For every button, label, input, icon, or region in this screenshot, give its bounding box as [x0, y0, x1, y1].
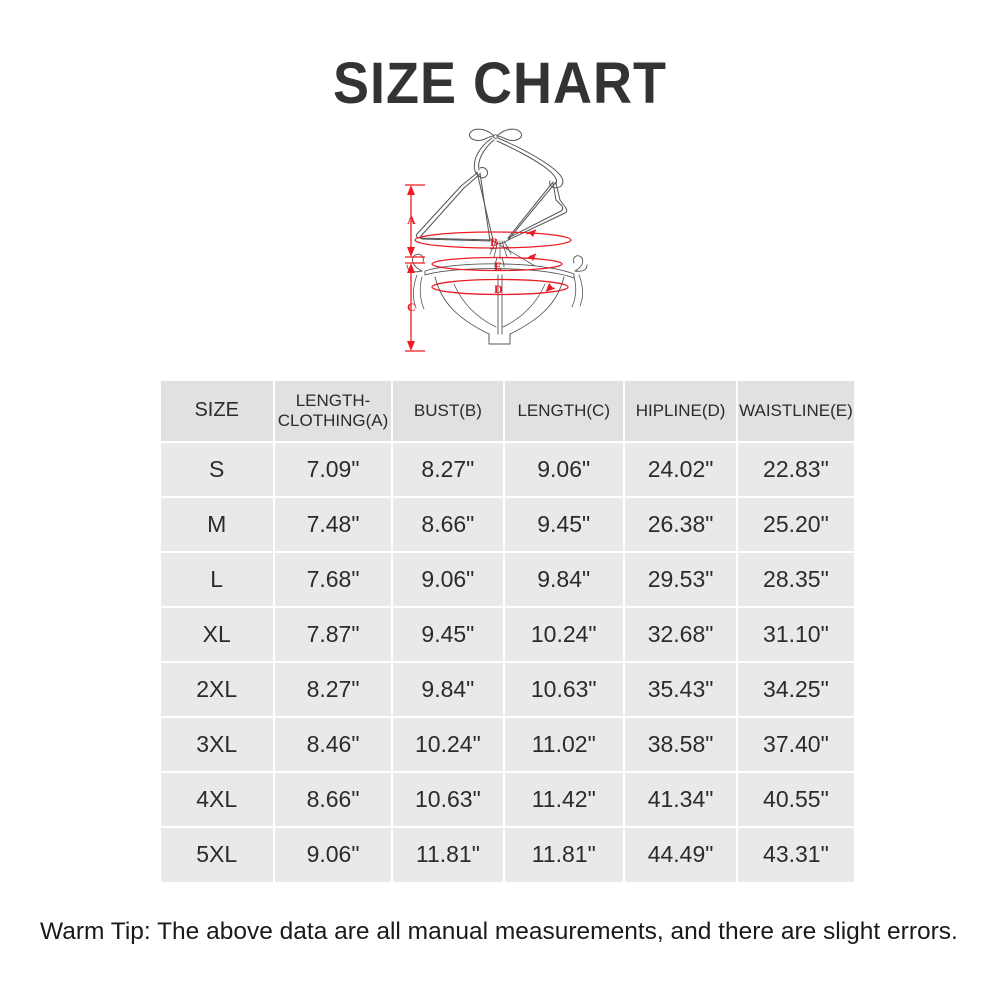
svg-text:B: B	[490, 235, 498, 249]
svg-text:E: E	[494, 259, 502, 273]
svg-text:C: C	[407, 300, 416, 314]
svg-text:A: A	[407, 213, 416, 227]
svg-text:D: D	[494, 282, 503, 296]
